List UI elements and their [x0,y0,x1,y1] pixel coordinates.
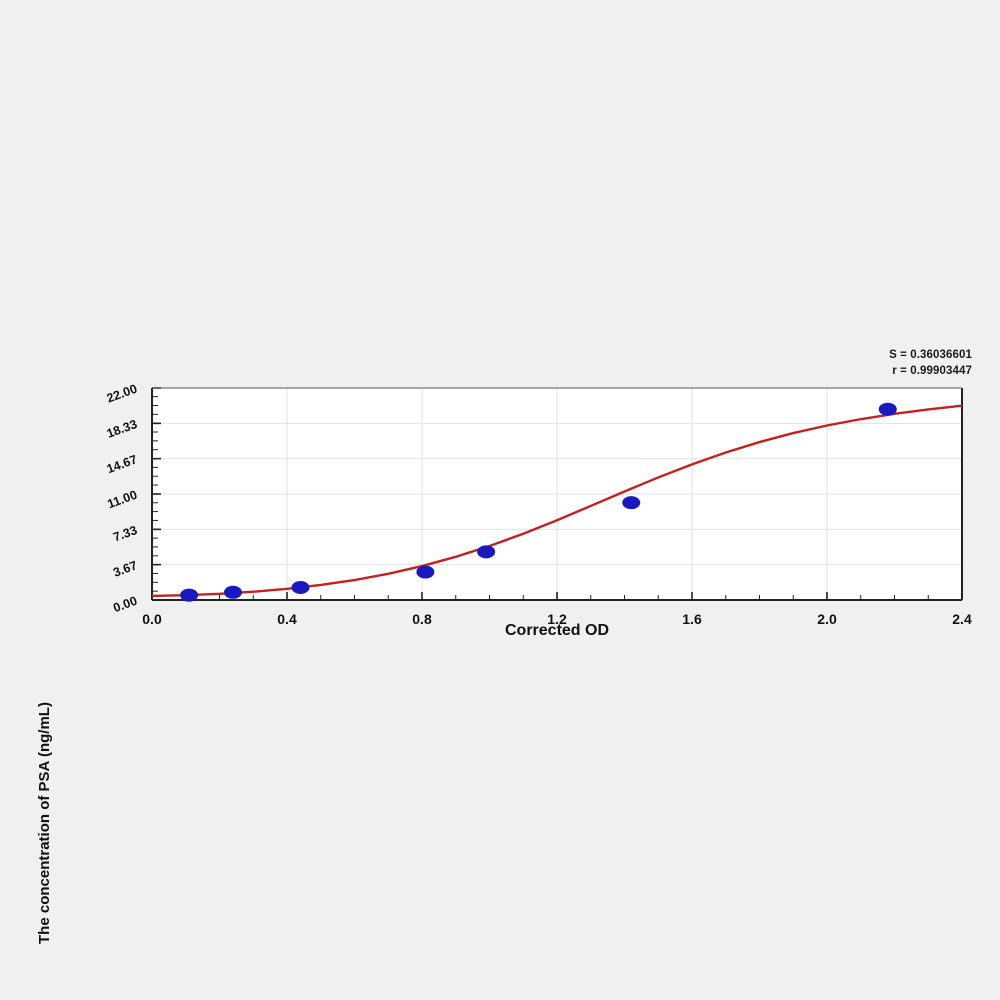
data-points [180,402,897,602]
x-tick-label: 1.6 [682,611,702,627]
x-tick-label: 0.4 [277,611,297,627]
y-tick-label: 22.00 [105,382,139,406]
x-tick-label: 0.8 [412,611,432,627]
y-axis-title: The concentration of PSA (ng/mL) [36,702,53,944]
x-tick-label: 2.0 [817,611,837,627]
fit-statistics: S = 0.36036601 r = 0.99903447 [889,348,972,379]
y-tick-label: 18.33 [105,417,139,441]
axis-frame [151,387,963,601]
x-tick-label: 0.0 [142,611,162,627]
y-tick-label: 14.67 [105,452,139,476]
r-statistic-label: r = 0.99903447 [892,364,972,377]
standard-curve-figure: S = 0.36036601 r = 0.99903447 The concen… [0,340,1000,944]
x-tick-label: 2.4 [952,611,972,627]
y-tick-label: 11.00 [105,488,139,512]
y-tick-label: 3.67 [111,558,139,579]
y-tick-label: 7.33 [111,523,139,544]
y-tick-label: 0.00 [111,594,139,615]
y-tick-labels: 0.00 3.67 7.33 11.00 14.67 18.33 22.00 [105,382,139,615]
s-statistic-label: S = 0.36036601 [889,349,972,361]
x-tick-label: 1.2 [547,611,567,627]
x-tick-labels: 0.0 0.4 0.8 1.2 1.6 2.0 2.4 [142,611,972,627]
fit-curve [151,404,963,598]
gridlines [152,387,962,600]
x-axis-title: Corrected OD [504,622,610,639]
